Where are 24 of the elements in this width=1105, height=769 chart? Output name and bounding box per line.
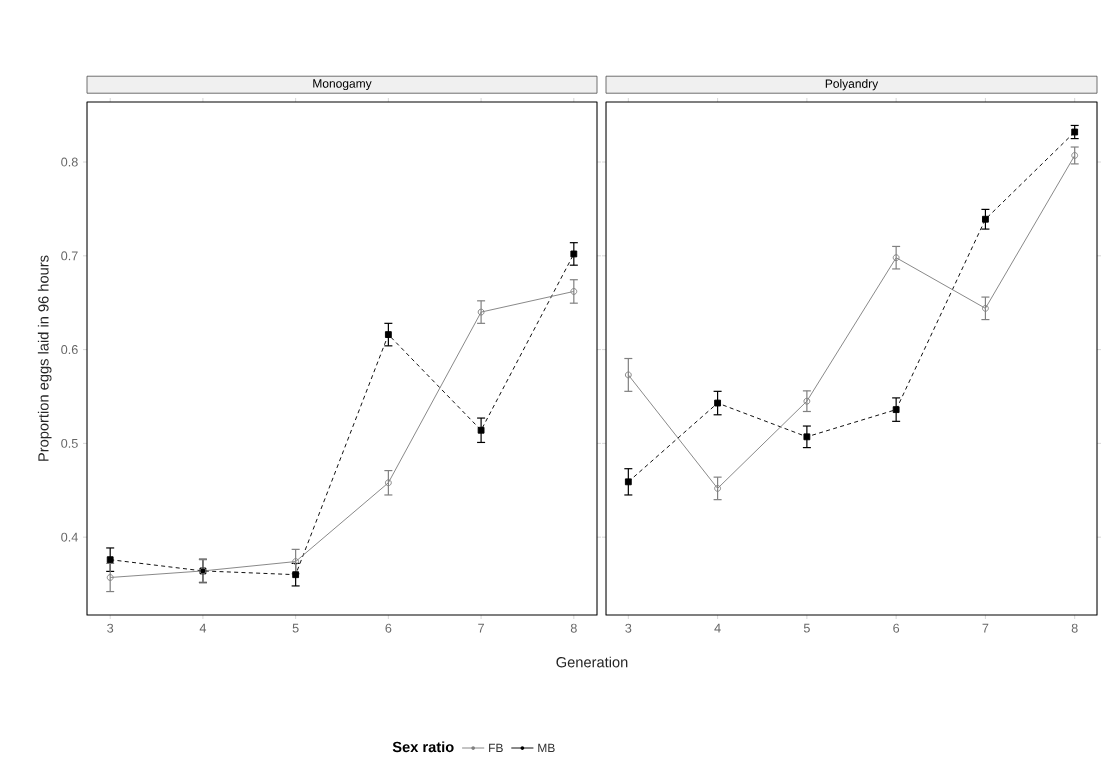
x-tick-label: 7: [478, 623, 484, 633]
y-tick-label: 0.7: [61, 251, 78, 261]
x-tick-label: 5: [292, 623, 299, 633]
x-tick-label: 3: [625, 623, 632, 633]
x-axis-title: Generation: [556, 656, 628, 668]
x-tick-label: 8: [1071, 623, 1078, 633]
x-tick-label: 4: [714, 623, 721, 633]
x-tick-label: 3: [107, 623, 114, 633]
y-tick-label: 0.4: [61, 532, 78, 542]
x-tick-label: 4: [199, 623, 207, 633]
x-tick-label: 6: [385, 623, 392, 633]
chart-title: Polyandry: [825, 79, 879, 91]
y-tick-label: 0.8: [61, 157, 78, 167]
legend-label: MB: [538, 743, 555, 753]
x-tick-label: 8: [570, 623, 577, 633]
legend-label: FB: [489, 743, 503, 753]
y-axis-title: Proportion eggs laid in 96 hours: [37, 255, 52, 461]
x-tick-label: 7: [982, 623, 989, 633]
y-tick-label: 0.6: [61, 345, 78, 355]
x-tick-label: 6: [893, 623, 900, 633]
chart-title: Monogamy: [313, 79, 372, 91]
x-tick-label: 5: [803, 623, 810, 633]
y-tick-label: 0.5: [61, 438, 78, 448]
legend-title: Sex ratio: [392, 741, 454, 753]
